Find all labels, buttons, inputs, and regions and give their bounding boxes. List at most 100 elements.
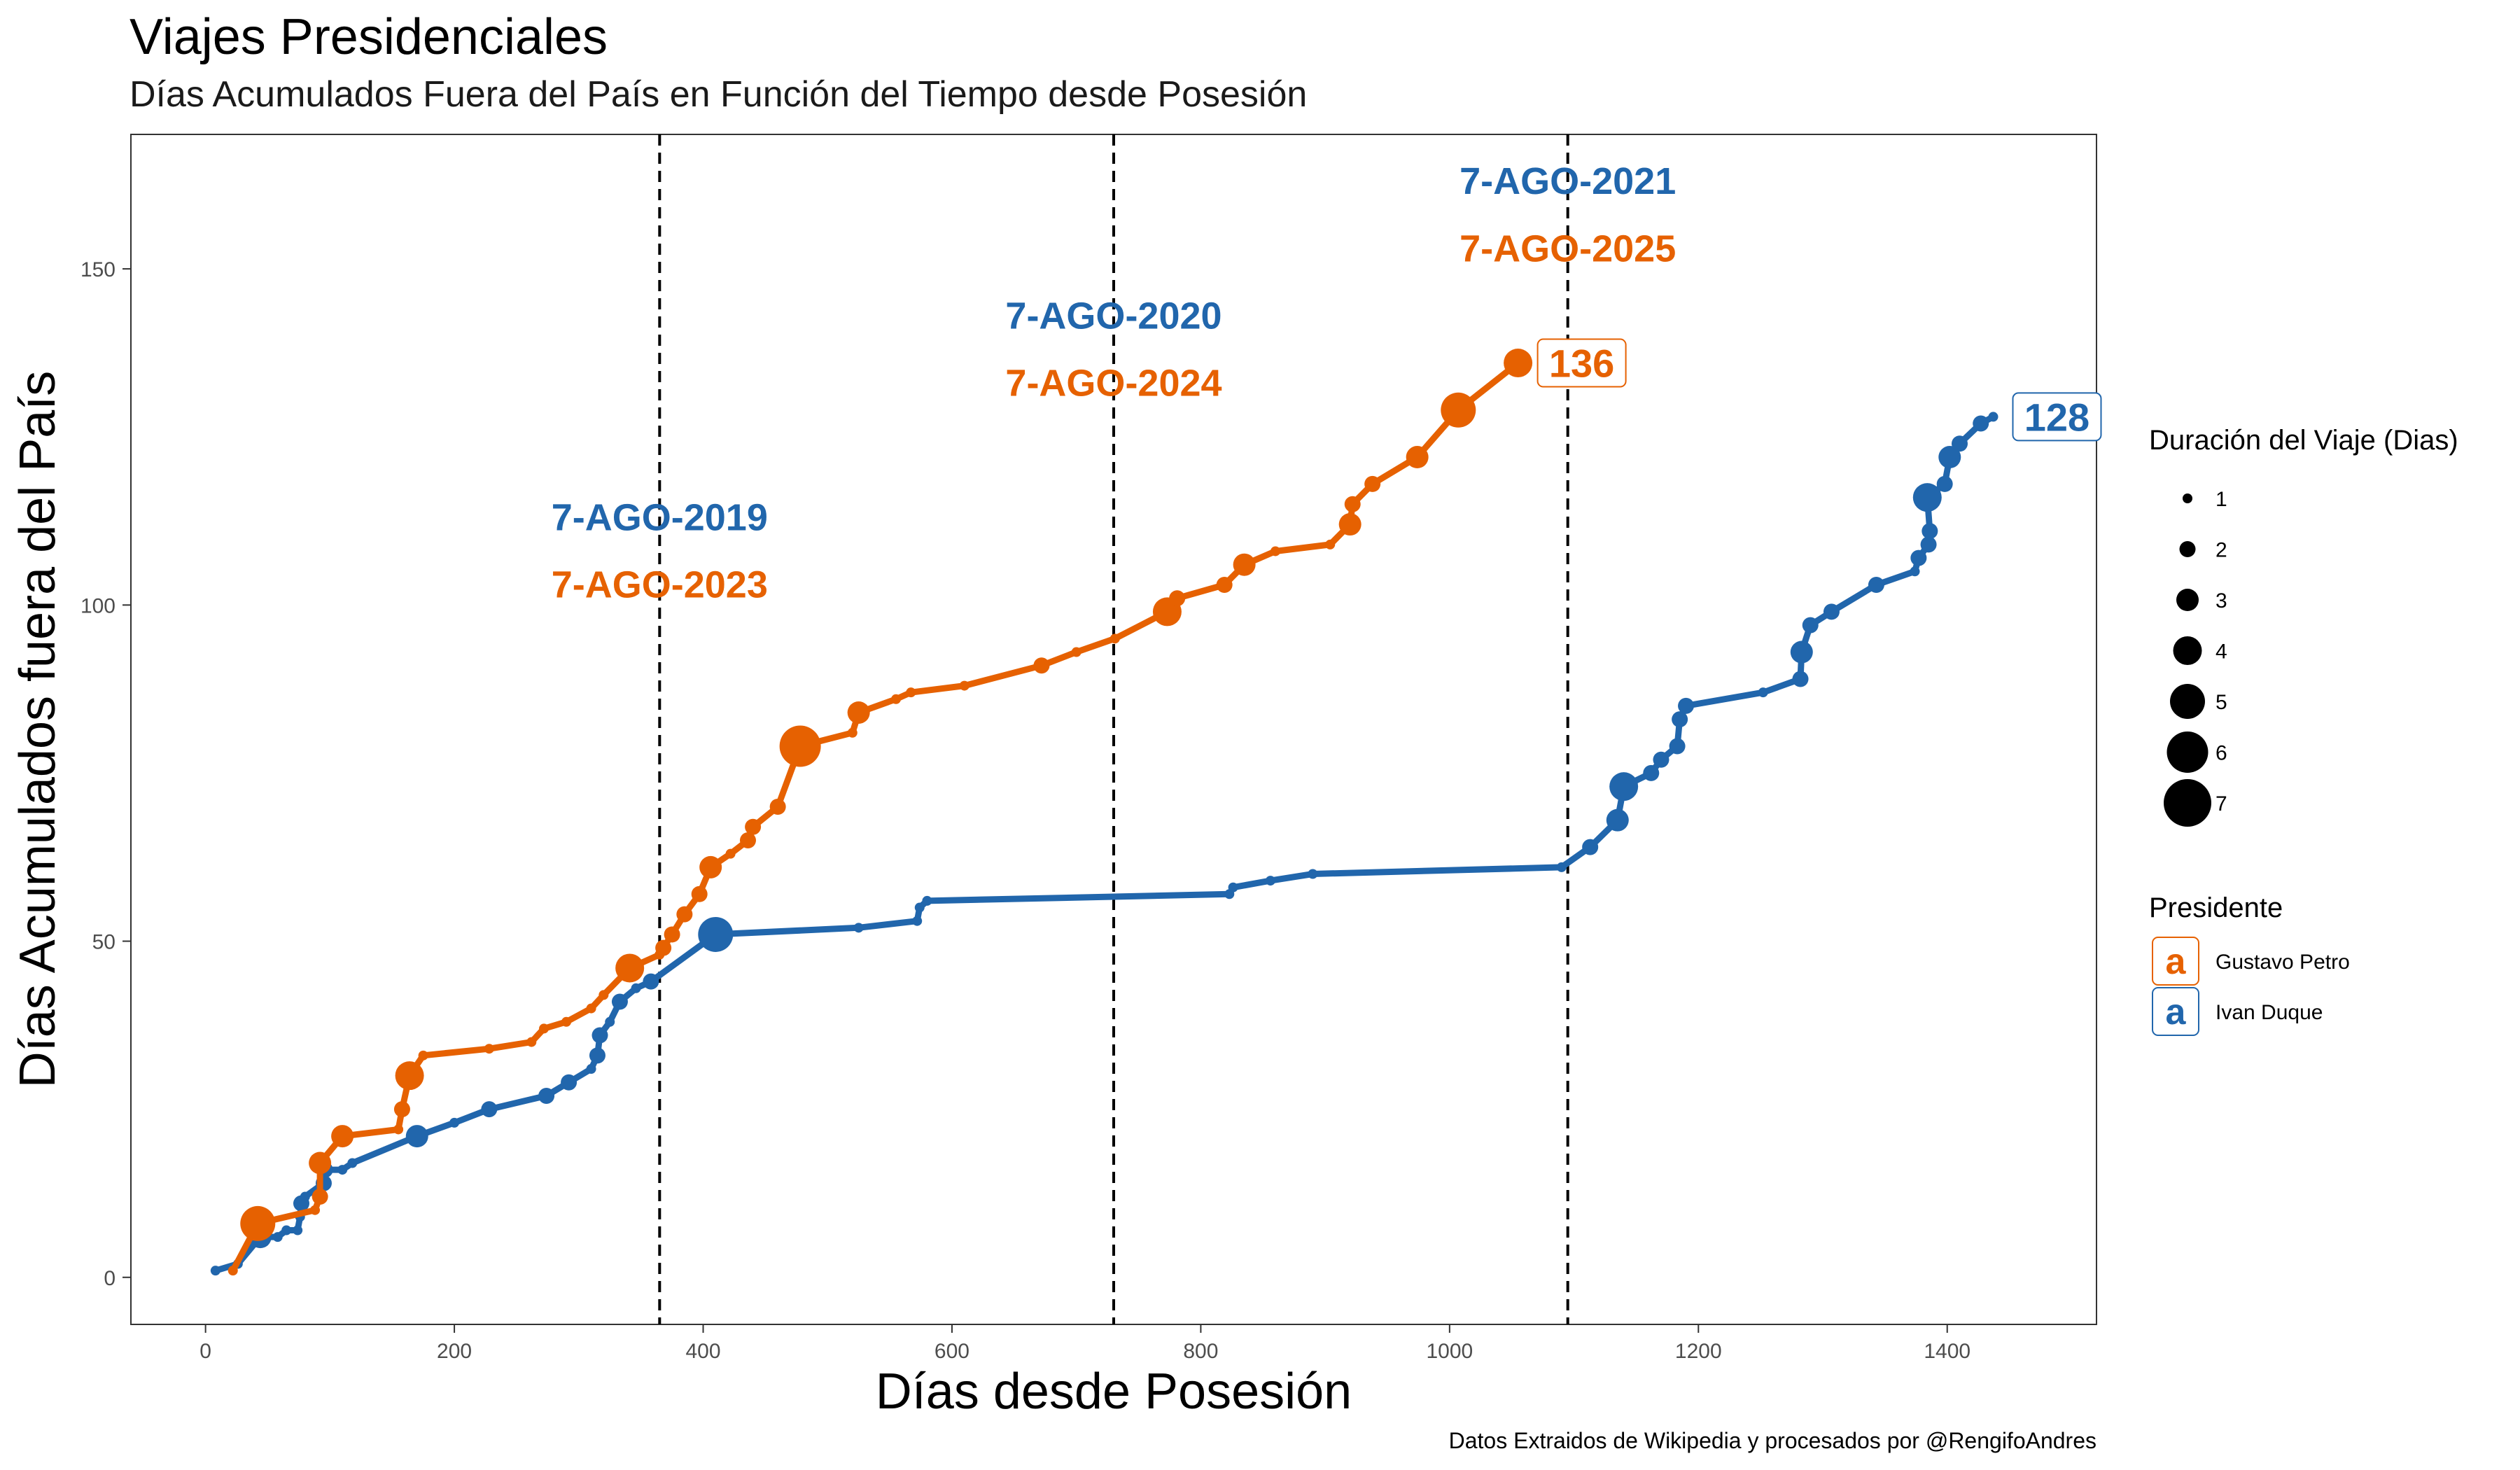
data-point [691, 886, 708, 902]
data-point [1325, 539, 1336, 550]
anniversary-label-duque: 7-AGO-2021 [1460, 160, 1676, 202]
size-legend-key [2179, 541, 2196, 557]
data-point [586, 1003, 596, 1014]
data-point [1910, 566, 1920, 577]
data-point [1921, 523, 1938, 540]
data-point [890, 694, 901, 704]
x-tick-label: 800 [1183, 1340, 1218, 1363]
color-legend-label: Ivan Duque [2216, 1001, 2323, 1024]
color-legend-glyph: a [2166, 992, 2187, 1032]
data-point [1308, 869, 1318, 879]
end-label: 136 [1549, 342, 1614, 386]
data-point [922, 895, 932, 906]
data-point [538, 1087, 555, 1104]
data-point [664, 926, 680, 943]
size-legend-key [2164, 779, 2211, 827]
data-point [309, 1152, 332, 1175]
data-point [1653, 751, 1670, 768]
data-point [481, 1101, 498, 1118]
data-point [526, 1037, 537, 1047]
data-point [1910, 550, 1927, 566]
color-legend-label: Gustavo Petro [2216, 951, 2350, 974]
data-point [395, 1061, 424, 1091]
data-point [1988, 412, 1998, 422]
data-point [418, 1050, 428, 1060]
data-point [1790, 640, 1813, 664]
size-legend-label: 3 [2216, 589, 2227, 612]
data-point [484, 1044, 494, 1054]
data-point [240, 1205, 276, 1241]
data-point [281, 1225, 292, 1236]
data-point [337, 1165, 348, 1175]
size-legend-label: 5 [2216, 691, 2227, 714]
data-point [1582, 839, 1599, 855]
size-legend-key [2183, 493, 2192, 503]
size-legend-label: 7 [2216, 792, 2227, 816]
data-point [605, 1016, 615, 1027]
data-point [1669, 738, 1686, 755]
size-legend-label: 2 [2216, 539, 2227, 562]
data-point [227, 1266, 238, 1276]
size-legend-key [2176, 589, 2199, 611]
data-point [1504, 349, 1533, 378]
data-point [598, 990, 609, 1000]
data-point [1216, 577, 1233, 594]
data-point [1868, 577, 1884, 594]
data-point [725, 848, 736, 859]
data-point [1936, 475, 1953, 492]
anniversary-label-duque: 7-AGO-2019 [552, 496, 768, 538]
chart-subtitle: Días Acumulados Fuera del País en Funció… [130, 74, 1308, 115]
data-point [1406, 446, 1429, 469]
size-legend-key [2173, 636, 2202, 665]
y-tick-label: 0 [104, 1267, 115, 1290]
data-point [1792, 671, 1809, 687]
size-legend-key [2166, 732, 2208, 773]
data-point [272, 1232, 283, 1242]
data-point [589, 1047, 606, 1064]
data-point [912, 916, 923, 926]
size-legend-label: 4 [2216, 640, 2227, 664]
data-point [631, 983, 641, 993]
size-legend-label: 6 [2216, 742, 2227, 765]
y-tick-label: 100 [80, 594, 115, 617]
data-point [561, 1074, 578, 1091]
data-point [1802, 617, 1819, 634]
x-axis-title: Días desde Posesión [876, 1364, 1352, 1420]
data-point [847, 701, 870, 724]
data-point [1270, 546, 1281, 556]
data-point [1758, 687, 1768, 698]
data-point [745, 818, 762, 835]
data-point [914, 902, 925, 913]
data-point [676, 906, 693, 923]
data-point [347, 1158, 358, 1168]
data-point [1912, 483, 1942, 512]
x-tick-label: 600 [934, 1340, 969, 1363]
data-point [1071, 647, 1082, 657]
data-point [331, 1125, 354, 1148]
x-tick-label: 400 [685, 1340, 720, 1363]
data-point [739, 832, 756, 848]
data-point [1678, 697, 1695, 714]
data-point [1364, 475, 1381, 492]
data-point [1169, 590, 1186, 607]
data-point [615, 953, 645, 983]
data-point [539, 1023, 550, 1034]
data-point [1606, 808, 1629, 832]
data-point [1672, 711, 1688, 728]
data-point [1338, 513, 1362, 536]
y-tick-label: 150 [80, 258, 115, 281]
data-point [1920, 536, 1937, 553]
chart-caption: Datos Extraidos de Wikipedia y procesado… [1448, 1428, 2096, 1453]
data-point [210, 1266, 220, 1276]
data-point [779, 725, 821, 767]
x-tick-label: 200 [437, 1340, 472, 1363]
color-legend-key [2152, 937, 2199, 986]
data-point [1441, 392, 1476, 428]
data-point [300, 1191, 310, 1202]
size-legend-key [2170, 684, 2205, 719]
chart-title: Viajes Presidenciales [130, 9, 608, 65]
data-point [312, 1189, 328, 1205]
x-tick-label: 1400 [1924, 1340, 1970, 1363]
data-point [1233, 553, 1256, 576]
